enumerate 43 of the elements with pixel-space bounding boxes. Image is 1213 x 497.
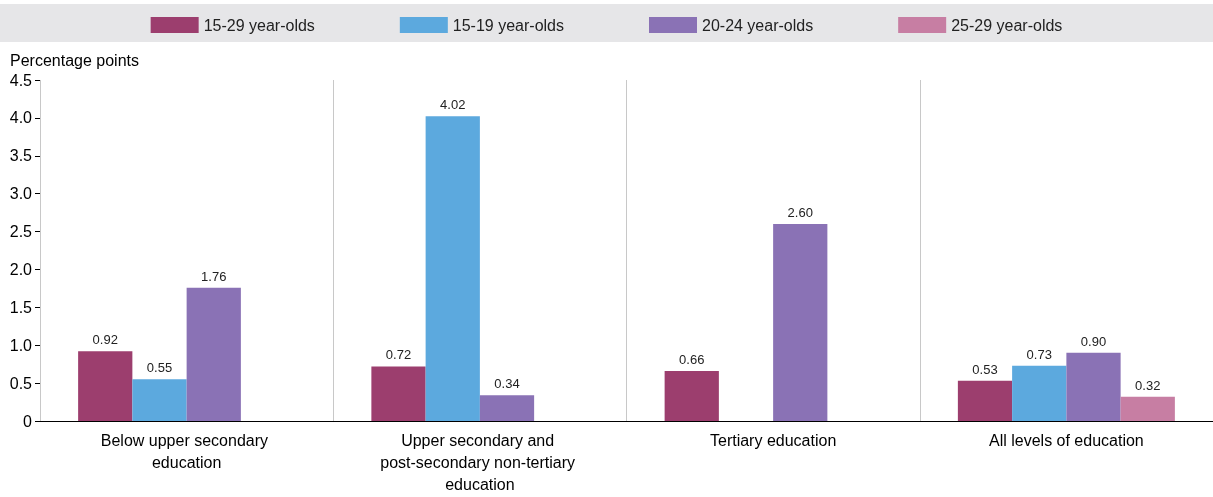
bar (1012, 365, 1067, 421)
legend-label: 20-24 year-olds (702, 16, 814, 34)
data-label: 0.72 (385, 347, 412, 363)
y-tick-label: 1.5 (9, 298, 33, 316)
y-tick-label: 2.0 (9, 260, 33, 278)
y-axis-title: Percentage points (10, 51, 139, 69)
bar (186, 287, 241, 421)
bar (773, 223, 828, 421)
x-tick-label: Below upper secondary education (100, 431, 273, 471)
data-label: 0.92 (92, 332, 118, 348)
y-tick-label: 0 (23, 412, 33, 430)
data-label: 0.55 (146, 360, 173, 376)
data-label: 0.34 (494, 376, 520, 392)
legend-label: 15-19 year-olds (452, 16, 564, 34)
bar (664, 370, 719, 421)
y-tick-label: 4.5 (9, 71, 33, 89)
x-tick-label: All levels of education (988, 431, 1144, 449)
bar (132, 379, 187, 421)
data-label: 0.32 (1135, 377, 1161, 393)
y-tick-label: 1.0 (9, 336, 33, 354)
bar (1120, 396, 1175, 421)
y-tick-label: 2.5 (9, 223, 33, 241)
y-tick-label: 3.0 (9, 185, 33, 203)
data-label: 2.60 (787, 204, 813, 220)
bar (425, 116, 480, 421)
data-label: 0.66 (679, 351, 705, 367)
data-label: 0.90 (1080, 333, 1107, 349)
data-label: 4.02 (440, 97, 466, 113)
y-tick-label: 4.0 (9, 109, 33, 127)
legend-label: 15-29 year-olds (203, 16, 315, 34)
bar (1066, 352, 1121, 421)
y-tick-label: 3.5 (9, 147, 33, 165)
bar (957, 380, 1013, 421)
data-label: 0.73 (1026, 346, 1052, 362)
bar (78, 351, 133, 421)
y-tick-label: 0.5 (9, 374, 33, 392)
x-tick-label: Upper secondary and post-secondary non-tertiary education (380, 431, 580, 493)
data-label: 1.76 (201, 268, 227, 284)
data-label: 0.53 (972, 361, 998, 377)
legend-label: 25-29 year-olds (951, 16, 1063, 34)
bar (371, 366, 426, 421)
x-tick-label: Tertiary education (709, 431, 837, 449)
bar (479, 395, 535, 421)
